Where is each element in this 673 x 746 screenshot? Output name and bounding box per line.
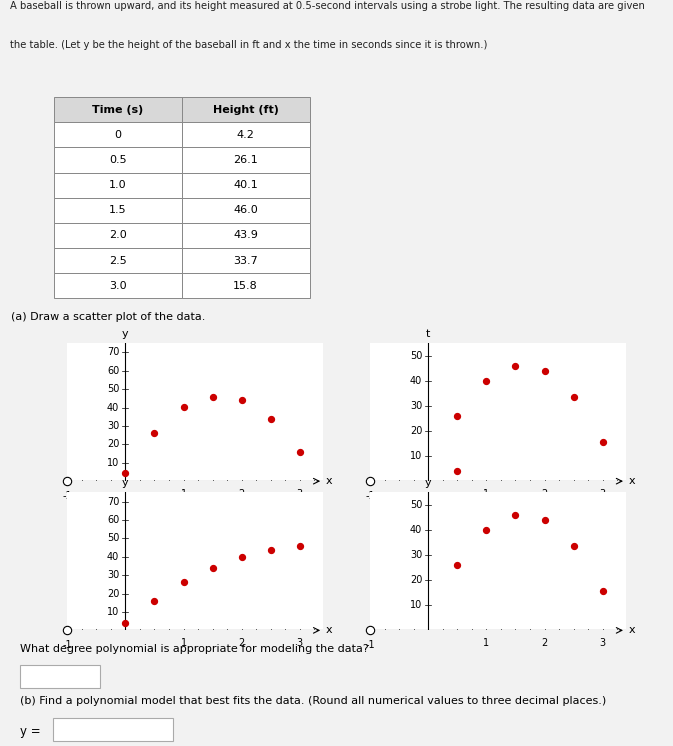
- Point: [236, 395, 247, 407]
- Point: [452, 559, 463, 571]
- Text: 3: 3: [600, 638, 606, 648]
- Text: 50: 50: [107, 384, 119, 394]
- Text: 10: 10: [410, 451, 422, 461]
- Text: -1: -1: [63, 491, 72, 501]
- Text: 50: 50: [410, 500, 422, 510]
- Point: [265, 413, 276, 425]
- Text: 20: 20: [107, 439, 119, 449]
- Text: What degree polynomial is appropriate for modeling the data?: What degree polynomial is appropriate fo…: [20, 644, 369, 653]
- Text: (b) Find a polynomial model that best fits the data. (Round all numerical values: (b) Find a polynomial model that best fi…: [20, 696, 606, 706]
- Text: y: y: [122, 478, 129, 488]
- Text: x: x: [628, 476, 635, 486]
- Text: y: y: [425, 478, 431, 488]
- Text: 2: 2: [541, 489, 548, 499]
- Text: 30: 30: [107, 421, 119, 431]
- Text: 3: 3: [600, 489, 606, 499]
- Text: 40: 40: [410, 376, 422, 386]
- Text: y: y: [122, 329, 129, 339]
- Point: [178, 401, 189, 413]
- Text: 40: 40: [107, 552, 119, 562]
- Point: [597, 436, 608, 448]
- Text: x: x: [325, 625, 332, 636]
- Text: 10: 10: [107, 458, 119, 468]
- Text: 60: 60: [107, 366, 119, 376]
- Point: [481, 374, 492, 386]
- Text: -1: -1: [365, 640, 375, 650]
- Point: [265, 544, 276, 556]
- Text: 70: 70: [107, 348, 119, 357]
- Point: [568, 391, 579, 403]
- Text: the table. (Let y be the height of the baseball in ft and x the time in seconds : the table. (Let y be the height of the b…: [10, 40, 487, 50]
- Point: [294, 446, 305, 458]
- Text: 2: 2: [238, 638, 245, 648]
- Text: y =: y =: [20, 725, 40, 738]
- Point: [510, 360, 521, 372]
- Point: [539, 514, 550, 526]
- Point: [452, 410, 463, 421]
- Point: [452, 465, 463, 477]
- Point: [568, 540, 579, 552]
- Point: [149, 427, 160, 439]
- Text: 50: 50: [107, 533, 119, 543]
- Text: 10: 10: [410, 601, 422, 610]
- Text: 30: 30: [410, 401, 422, 411]
- Text: 20: 20: [107, 589, 119, 598]
- Text: 3: 3: [297, 489, 303, 499]
- Text: 40: 40: [410, 525, 422, 535]
- Text: 70: 70: [107, 497, 119, 507]
- Text: (a) Draw a scatter plot of the data.: (a) Draw a scatter plot of the data.: [11, 312, 205, 322]
- Text: 1: 1: [180, 638, 186, 648]
- Text: -1: -1: [63, 640, 72, 650]
- Text: x: x: [628, 625, 635, 636]
- Point: [120, 617, 131, 629]
- Point: [597, 585, 608, 597]
- Text: 1: 1: [483, 489, 489, 499]
- Text: 2: 2: [541, 638, 548, 648]
- Text: 30: 30: [107, 570, 119, 580]
- FancyBboxPatch shape: [53, 718, 173, 741]
- Point: [207, 562, 218, 574]
- Point: [539, 365, 550, 377]
- Text: 60: 60: [107, 515, 119, 525]
- Text: 2: 2: [238, 489, 245, 499]
- Point: [236, 551, 247, 562]
- Text: 10: 10: [107, 607, 119, 617]
- Point: [178, 577, 189, 589]
- Text: 50: 50: [410, 351, 422, 361]
- Text: x: x: [325, 476, 332, 486]
- Text: A baseball is thrown upward, and its height measured at 0.5-second intervals usi: A baseball is thrown upward, and its hei…: [10, 1, 645, 11]
- Text: 3: 3: [297, 638, 303, 648]
- Text: t: t: [426, 329, 431, 339]
- Point: [207, 391, 218, 403]
- Point: [510, 509, 521, 521]
- Point: [149, 595, 160, 607]
- Point: [481, 524, 492, 536]
- Text: 1: 1: [483, 638, 489, 648]
- Text: 20: 20: [410, 426, 422, 436]
- Point: [294, 540, 305, 552]
- Text: -1: -1: [365, 491, 375, 501]
- Text: 20: 20: [410, 575, 422, 585]
- Text: 1: 1: [180, 489, 186, 499]
- Text: 40: 40: [107, 403, 119, 413]
- FancyBboxPatch shape: [20, 665, 100, 688]
- Text: 30: 30: [410, 550, 422, 560]
- Point: [120, 468, 131, 480]
